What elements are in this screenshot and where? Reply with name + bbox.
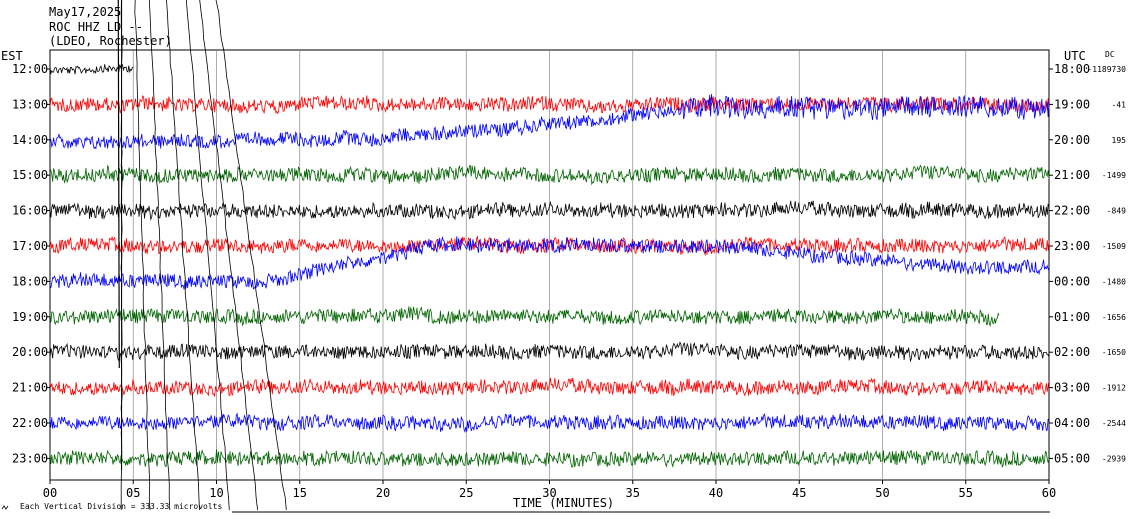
trace-row — [49, 164, 1050, 186]
x-tick-label: 30 — [542, 486, 556, 500]
traces — [49, 64, 1050, 469]
event-spike-line — [166, 0, 200, 511]
utc-label: 00:00 — [1054, 274, 1090, 288]
dc-offset: -1480 — [1102, 277, 1126, 286]
x-tick-label: 15 — [293, 486, 307, 500]
dc-offset: -2544 — [1102, 419, 1126, 428]
est-labels: 12:00 13:00 14:00 15:00 16:00 17:00 18:00 19:00… — [12, 62, 50, 465]
x-tick-label: 00 — [43, 486, 57, 500]
footer-logo — [1, 505, 9, 510]
est-label: 13:00 — [12, 97, 48, 111]
dc-offset: -1189730 — [1087, 65, 1126, 74]
dc-offset: -1912 — [1102, 384, 1126, 393]
est-label: 20:00 — [12, 345, 48, 359]
dc-offset: -1656 — [1102, 313, 1126, 322]
est-label: 12:00 — [12, 62, 48, 76]
trace-row — [49, 200, 1050, 221]
x-axis-label: TIME (MINUTES) — [513, 496, 614, 510]
x-tick-label: 25 — [459, 486, 473, 500]
event-spike-vertical — [117, 0, 120, 369]
dc-label: DC — [1105, 50, 1115, 59]
est-axis-label: EST — [1, 49, 23, 63]
trace-row — [49, 64, 134, 75]
utc-label: 05:00 — [1054, 451, 1090, 465]
trace-row — [49, 412, 1050, 434]
est-label: 22:00 — [12, 416, 48, 430]
trace-row — [49, 94, 1050, 150]
est-label: 16:00 — [12, 204, 48, 218]
utc-label: 18:00 — [1054, 62, 1090, 76]
utc-label: 01:00 — [1054, 310, 1090, 324]
x-tick-label: 60 — [1042, 486, 1056, 500]
footer-note: Each Vertical Division = 333.33 microvol… — [20, 502, 222, 511]
earthquake-spikes — [117, 0, 287, 511]
grid — [132, 50, 967, 480]
event-spike-line — [199, 0, 258, 511]
chart-date: May17,2025 — [49, 5, 121, 19]
x-tick-label: 55 — [959, 486, 973, 500]
x-tick-label: 10 — [209, 486, 223, 500]
trace-row — [49, 306, 1000, 328]
x-tick-label: 50 — [875, 486, 889, 500]
x-tick-labels: 00 05 10 15 20 25 30 35 40 45 50 55 60 — [43, 480, 1056, 500]
utc-label: 23:00 — [1054, 239, 1090, 253]
utc-label: 19:00 — [1054, 97, 1090, 111]
utc-axis-label: UTC — [1064, 49, 1086, 63]
x-tick-label: 05 — [126, 486, 140, 500]
trace-row — [49, 235, 1050, 290]
est-label: 21:00 — [12, 381, 48, 395]
x-tick-label: 40 — [709, 486, 723, 500]
event-spike-line — [186, 0, 230, 511]
station-code: ROC HHZ LD -- — [49, 20, 143, 34]
trace-row — [49, 377, 1050, 398]
dc-offset: -1650 — [1102, 348, 1126, 357]
utc-label: 22:00 — [1054, 204, 1090, 218]
dc-labels: -1189730 -41 195 -1499 -849 -1509 -1480 -1656 -1… — [1087, 65, 1126, 463]
x-tick-label: 20 — [376, 486, 390, 500]
utc-label: 04:00 — [1054, 416, 1090, 430]
est-label: 14:00 — [12, 133, 48, 147]
x-tick-label: 45 — [792, 486, 806, 500]
utc-label: 02:00 — [1054, 345, 1090, 359]
event-spike-line — [134, 0, 151, 511]
utc-label: 03:00 — [1054, 381, 1090, 395]
dc-offset: -2939 — [1102, 454, 1126, 463]
dc-offset: -1509 — [1102, 242, 1126, 251]
utc-label: 21:00 — [1054, 168, 1090, 182]
est-label: 18:00 — [12, 274, 48, 288]
dc-offset: 195 — [1112, 136, 1127, 145]
dc-offset: -1499 — [1102, 171, 1126, 180]
station-network: (LDEO, Rochester) — [49, 34, 172, 48]
event-spike-line — [148, 0, 171, 511]
trace-row — [49, 235, 1050, 257]
x-tick-label: 35 — [626, 486, 640, 500]
event-spike-line — [215, 0, 287, 511]
est-label: 15:00 — [12, 168, 48, 182]
utc-labels: 18:00 19:00 20:00 21:00 22:00 23:00 00:00 01:00… — [1049, 62, 1090, 465]
est-label: 19:00 — [12, 310, 48, 324]
dc-offset: -41 — [1112, 100, 1127, 109]
dc-offset: -849 — [1107, 207, 1126, 216]
est-label: 23:00 — [12, 451, 48, 465]
est-label: 17:00 — [12, 239, 48, 253]
trace-row — [49, 448, 1050, 469]
utc-label: 20:00 — [1054, 133, 1090, 147]
